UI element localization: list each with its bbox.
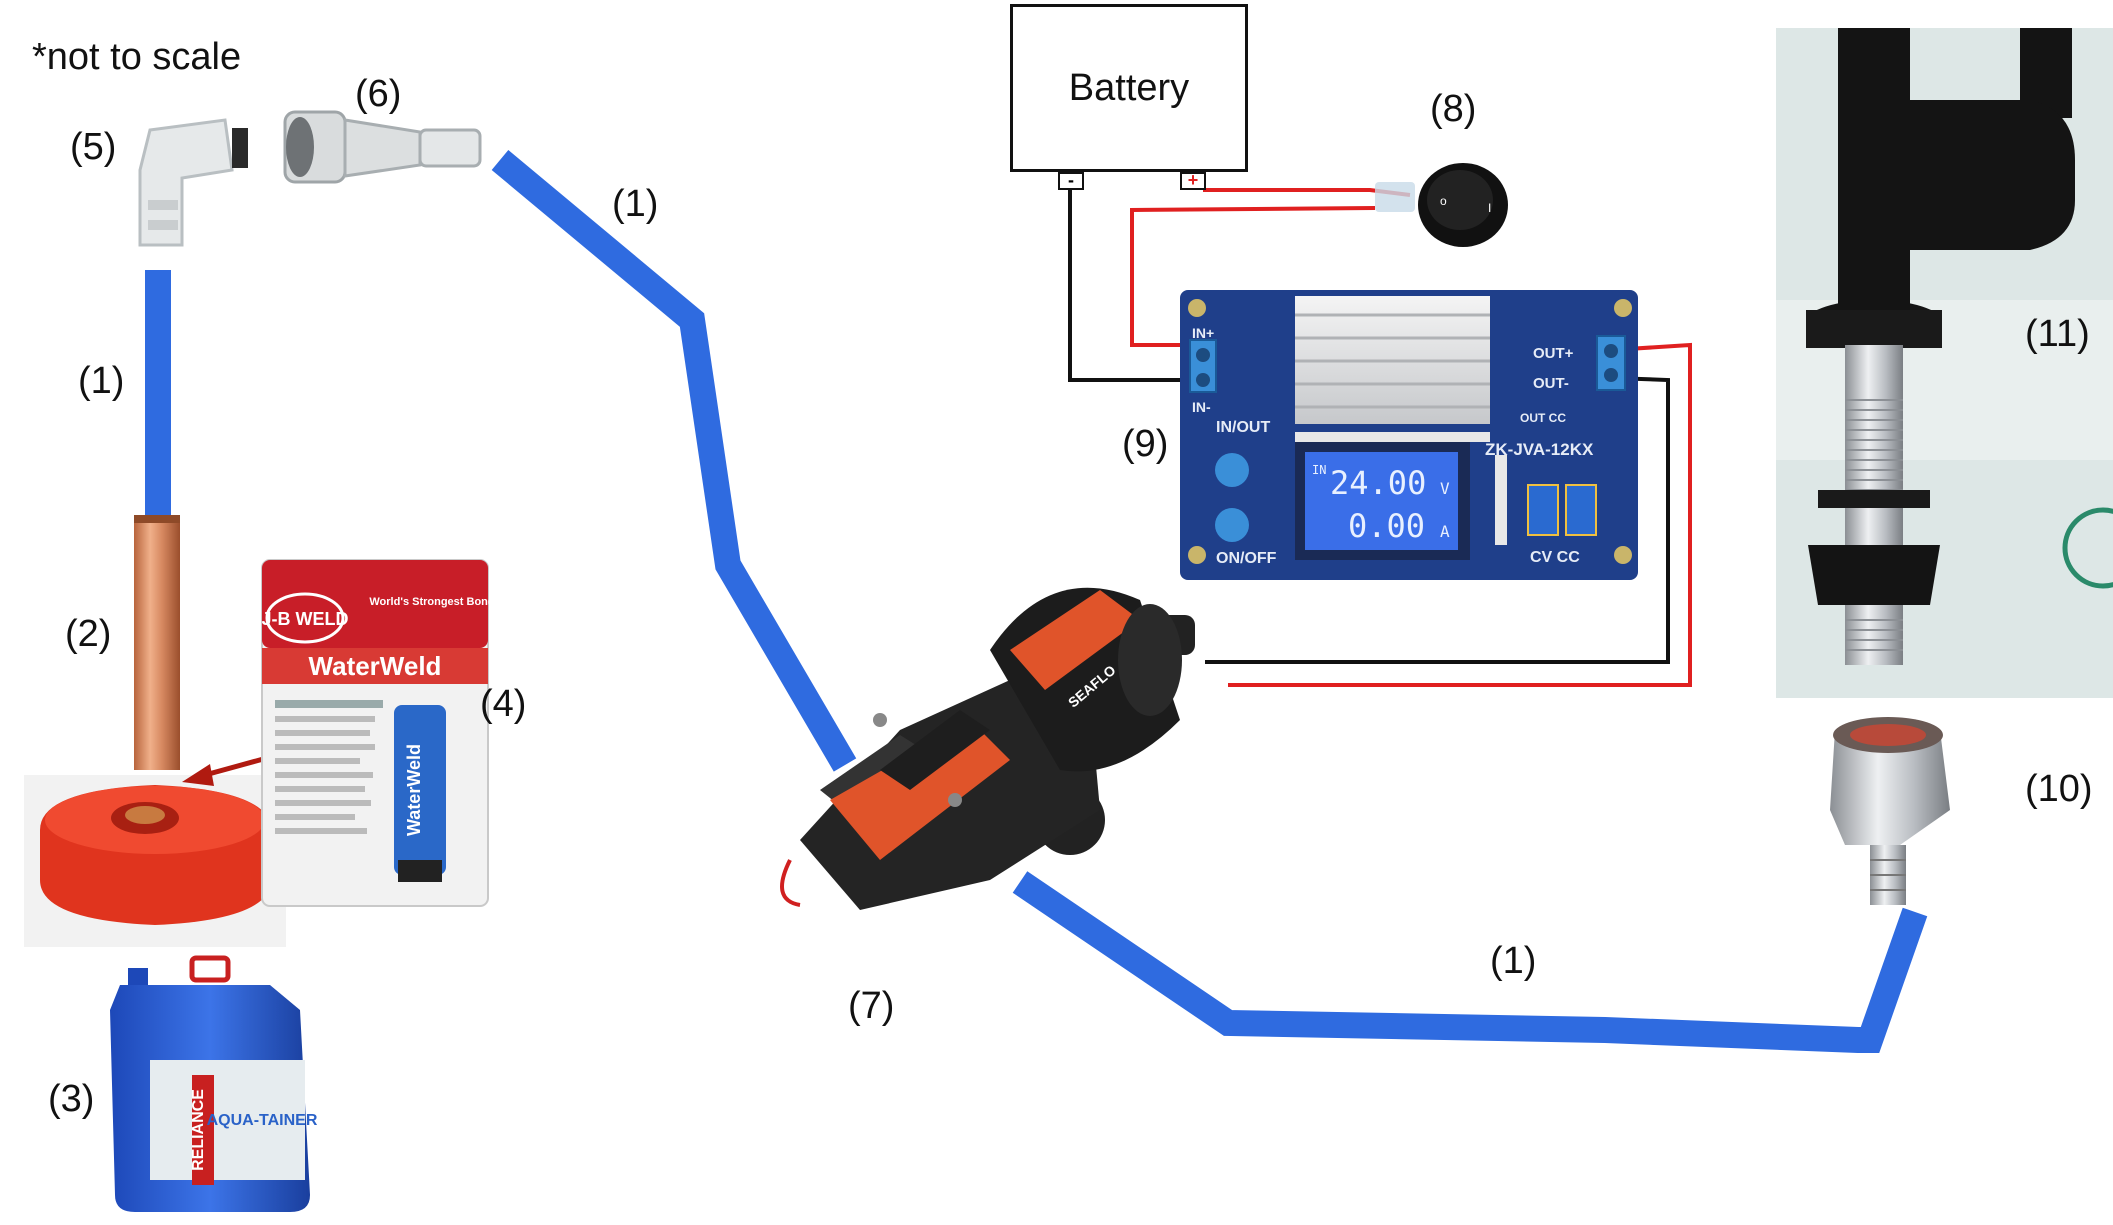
display-voltage-unit: V [1440, 479, 1450, 498]
label-faucet: (11) [2025, 313, 2090, 355]
converter-in-plus: IN+ [1192, 325, 1214, 341]
quick-connect [283, 110, 482, 184]
wires [1068, 188, 1692, 687]
label-water-container: (3) [48, 1078, 95, 1120]
label-epoxy: (4) [480, 683, 527, 725]
converter-out-plus: OUT+ [1533, 345, 1574, 362]
label-tube-bottom: (1) [1490, 940, 1537, 982]
epoxy-tagline: World's Strongest Bond [369, 596, 494, 608]
converter-in-minus: IN- [1192, 399, 1211, 415]
label-tube-top-right: (1) [612, 183, 659, 225]
label-faucet-adapter: (10) [2025, 768, 2093, 810]
tube-top-right [491, 150, 857, 772]
battery: Battery [1010, 4, 1248, 172]
display-current-unit: A [1440, 522, 1450, 541]
epoxy-product: WaterWeld [309, 651, 442, 681]
converter-display: IN 24.00 V 0.00 A [1312, 463, 1450, 545]
epoxy-brand: J-B WELD [262, 609, 349, 629]
battery-negative-terminal: - [1058, 171, 1084, 190]
svg-text:o: o [1440, 194, 1447, 208]
svg-text:I: I [1488, 201, 1491, 215]
water-container: RELIANCE AQUA-TAINER [110, 955, 318, 1212]
display-in-label: IN [1312, 463, 1326, 477]
converter-model: ZK-JVA-12KX [1485, 440, 1594, 459]
epoxy-tube-text: WaterWeld [404, 744, 424, 836]
shank-threads [1845, 399, 1903, 651]
label-pump: (7) [848, 985, 895, 1027]
converter-in-out: IN/OUT [1216, 419, 1270, 436]
faucet [1776, 28, 2113, 698]
elbow-fitting [138, 118, 248, 247]
converter-on-off: ON/OFF [1216, 550, 1277, 567]
converter-board [1180, 290, 1638, 580]
copper-pipe [134, 515, 180, 770]
converter-out-cc: OUT CC [1520, 411, 1566, 425]
label-copper-pipe: (2) [65, 613, 112, 655]
pump: SEAFLO [780, 587, 1195, 910]
label-converter: (9) [1122, 423, 1169, 465]
red-cap [24, 775, 286, 947]
label-elbow-fitting: (5) [70, 126, 117, 168]
label-switch: (8) [1430, 88, 1477, 130]
label-quick-connect: (6) [355, 73, 402, 115]
label-tube-left: (1) [78, 360, 125, 402]
display-voltage: 24.00 [1330, 464, 1426, 502]
converter-labels: IN+ IN- OUT+ OUT- ZK-JVA-12KX IN/OUT ON/… [1192, 325, 1594, 567]
container-brand: RELIANCE [190, 1089, 207, 1171]
converter-out-minus: OUT- [1533, 375, 1569, 392]
scale-note: *not to scale [32, 36, 242, 78]
battery-positive-terminal: + [1180, 171, 1206, 190]
epoxy-package: J-B WELD WaterWeld World's Strongest Bon… [261, 559, 495, 907]
tube-bottom [1012, 871, 1928, 1053]
container-product: AQUA-TAINER [207, 1112, 318, 1129]
display-current: 0.00 [1348, 507, 1425, 545]
faucet-adapter [1830, 717, 1950, 905]
battery-label: Battery [1068, 66, 1190, 109]
rocker-switch: o I [1375, 163, 1508, 247]
converter-cv-cc: CV CC [1530, 549, 1580, 566]
